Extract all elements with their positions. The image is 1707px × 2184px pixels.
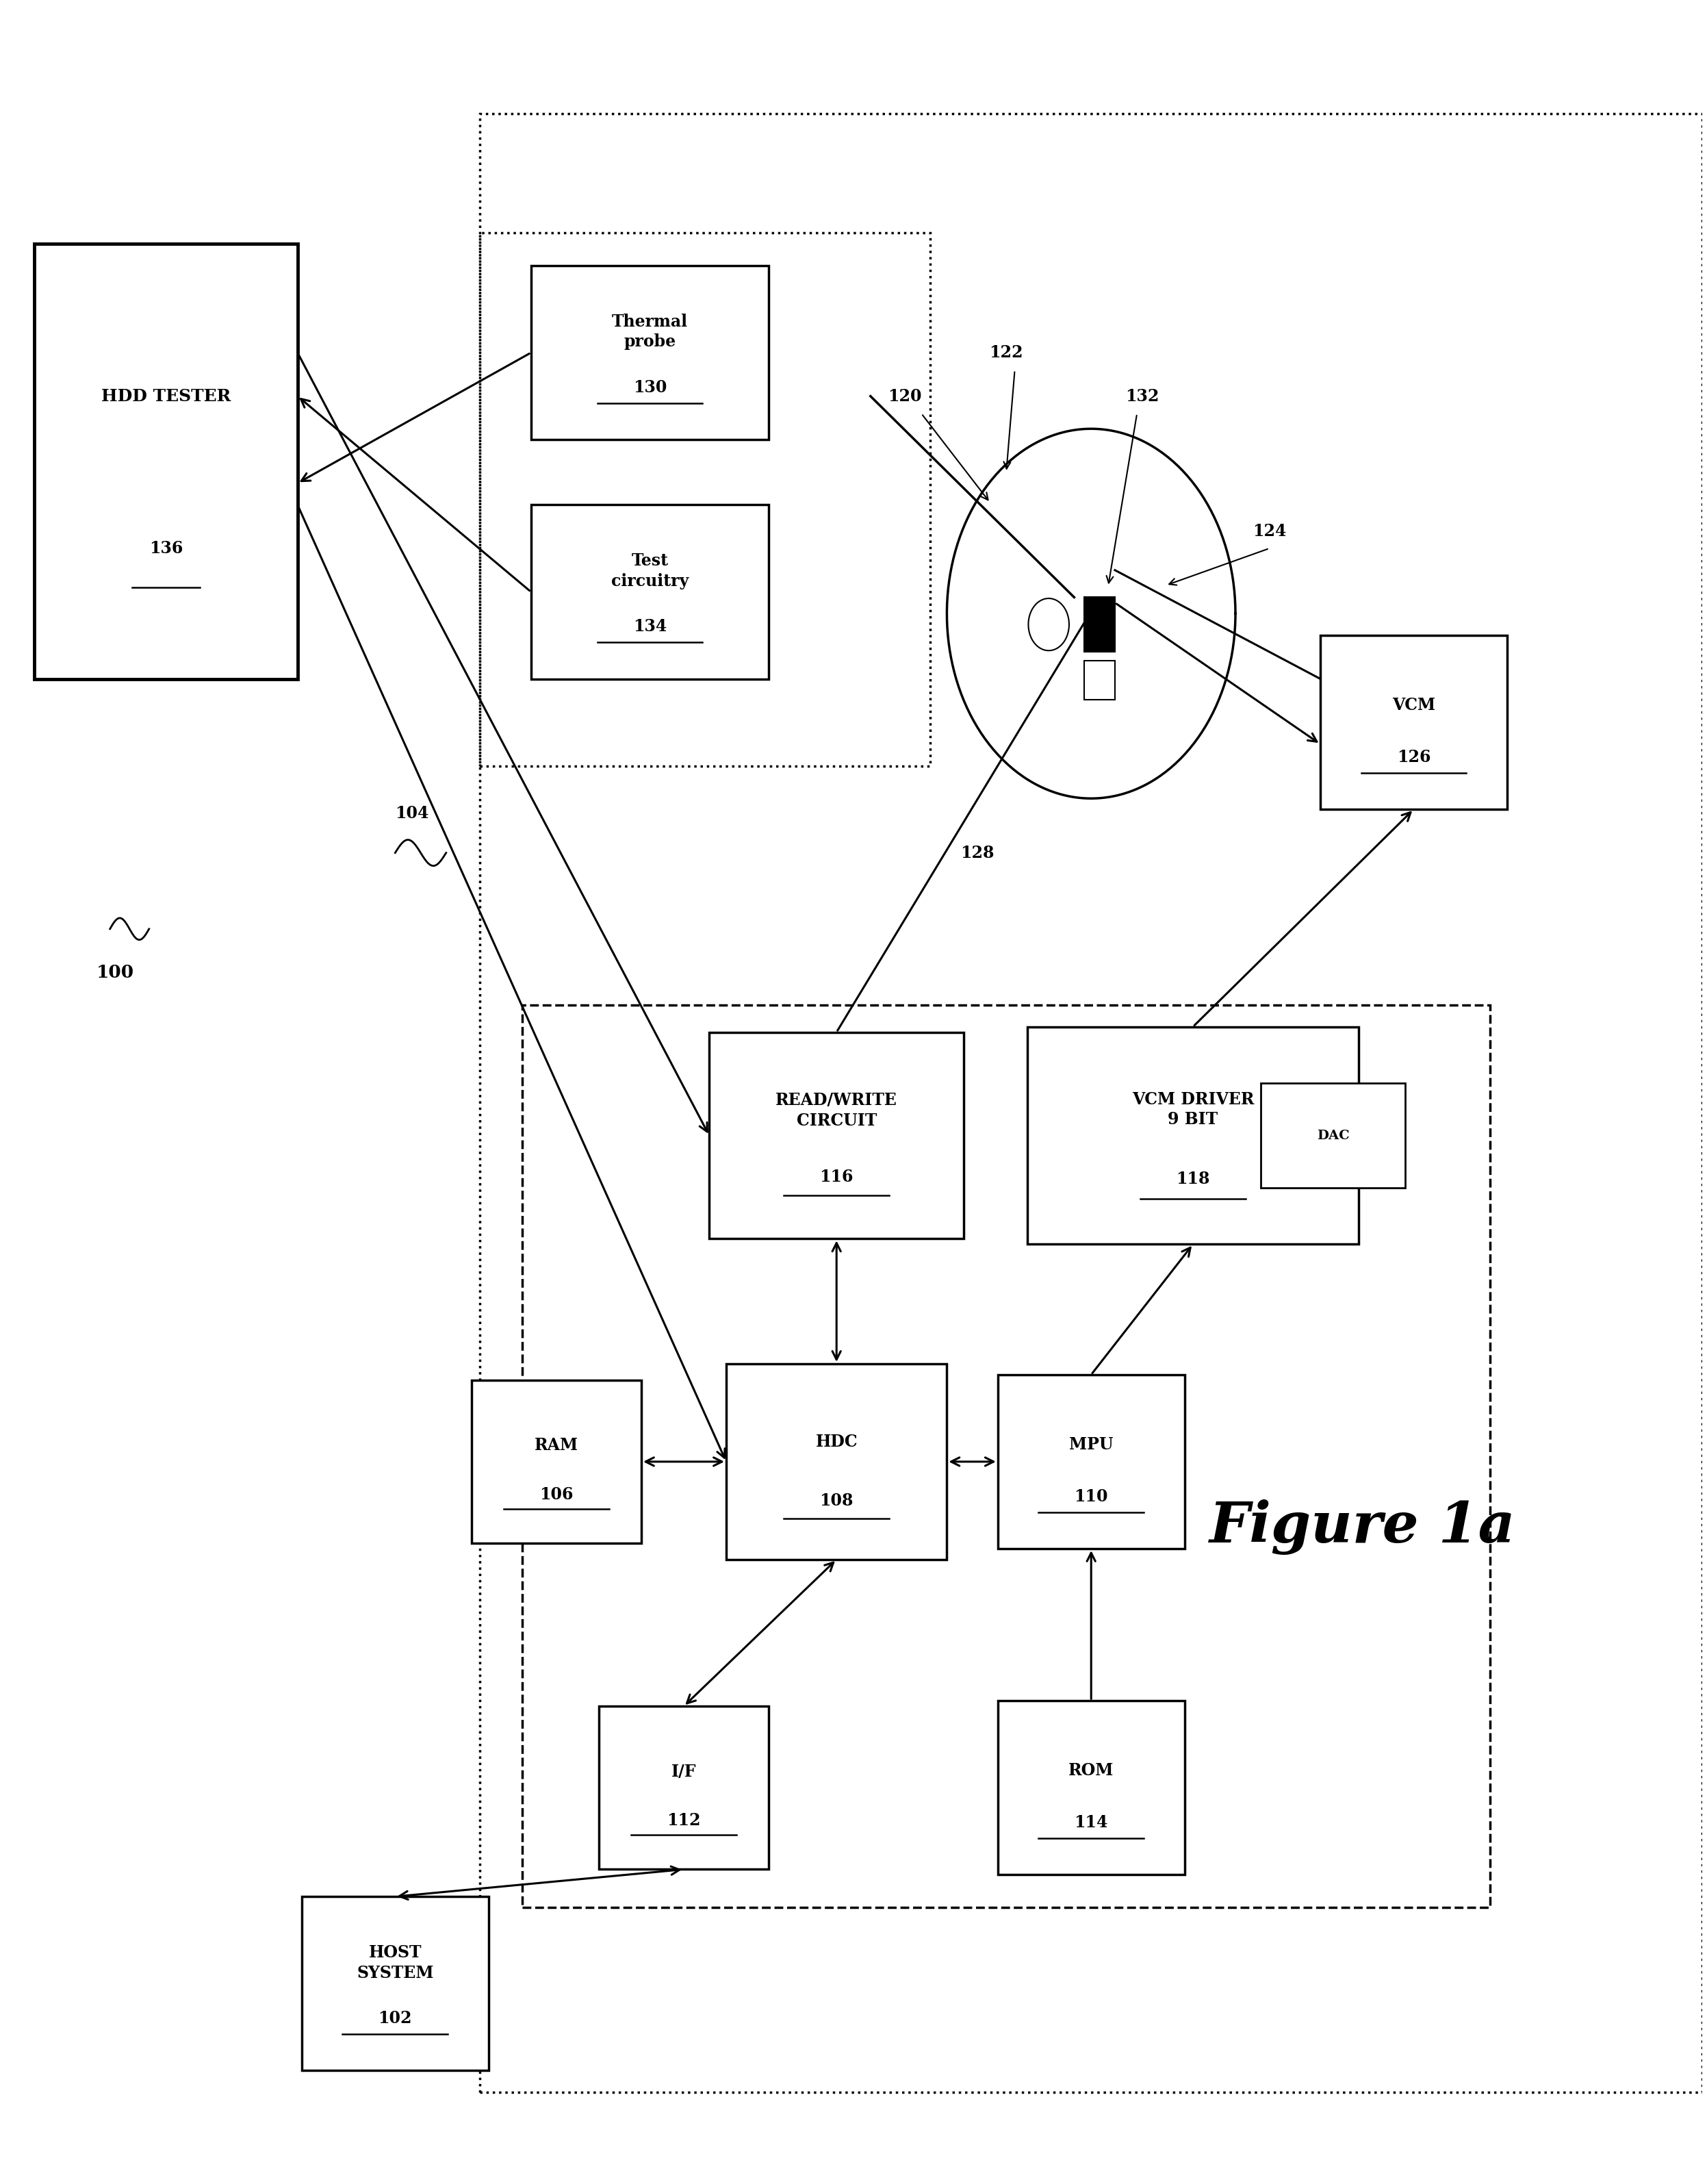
Text: 134: 134: [633, 618, 667, 636]
Text: 130: 130: [633, 380, 667, 395]
Text: 124: 124: [1253, 522, 1287, 539]
Text: RAM: RAM: [534, 1437, 579, 1455]
Text: 108: 108: [819, 1492, 854, 1509]
Bar: [1028, 1026, 1359, 1245]
Text: HOST
SYSTEM: HOST SYSTEM: [357, 1944, 434, 1981]
Text: 114: 114: [1074, 1815, 1108, 1830]
Bar: [1084, 596, 1115, 651]
Text: HDC: HDC: [816, 1435, 857, 1450]
Text: 132: 132: [1125, 389, 1159, 404]
Text: MPU: MPU: [1069, 1437, 1113, 1452]
Bar: [1084, 660, 1115, 699]
Text: Thermal
probe: Thermal probe: [611, 314, 688, 349]
Text: DAC: DAC: [1316, 1129, 1349, 1142]
Bar: [480, 234, 930, 767]
Text: I/F: I/F: [671, 1762, 696, 1780]
Bar: [522, 1005, 1490, 1907]
Text: 100: 100: [96, 963, 133, 981]
Bar: [999, 1701, 1185, 1874]
Bar: [480, 114, 1702, 2092]
Bar: [302, 1896, 488, 2070]
Bar: [34, 245, 297, 679]
Text: HDD TESTER: HDD TESTER: [101, 389, 230, 404]
Text: 128: 128: [961, 845, 995, 860]
Text: 110: 110: [1074, 1487, 1108, 1505]
Bar: [471, 1380, 642, 1544]
Text: READ/WRITE
CIRCUIT: READ/WRITE CIRCUIT: [775, 1092, 898, 1129]
Bar: [531, 266, 768, 439]
Text: ROM: ROM: [1069, 1762, 1115, 1778]
Bar: [725, 1363, 947, 1559]
Bar: [708, 1033, 964, 1238]
Text: 120: 120: [888, 389, 922, 404]
Bar: [1261, 1083, 1405, 1188]
Bar: [599, 1706, 768, 1870]
Text: Figure 1a: Figure 1a: [1210, 1498, 1516, 1555]
Bar: [1320, 636, 1507, 810]
Text: 116: 116: [819, 1168, 854, 1186]
Text: Test
circuitry: Test circuitry: [611, 553, 688, 590]
Text: 122: 122: [990, 345, 1022, 360]
Bar: [999, 1374, 1185, 1548]
Text: VCM: VCM: [1393, 697, 1436, 714]
Text: 112: 112: [667, 1813, 700, 1828]
Text: 118: 118: [1176, 1171, 1210, 1188]
Text: 136: 136: [149, 539, 183, 557]
Text: 106: 106: [539, 1485, 574, 1503]
Text: 126: 126: [1396, 749, 1430, 764]
Text: 102: 102: [379, 2009, 411, 2027]
Text: VCM DRIVER
9 BIT: VCM DRIVER 9 BIT: [1132, 1092, 1255, 1127]
Bar: [531, 505, 768, 679]
Text: 104: 104: [396, 806, 428, 821]
